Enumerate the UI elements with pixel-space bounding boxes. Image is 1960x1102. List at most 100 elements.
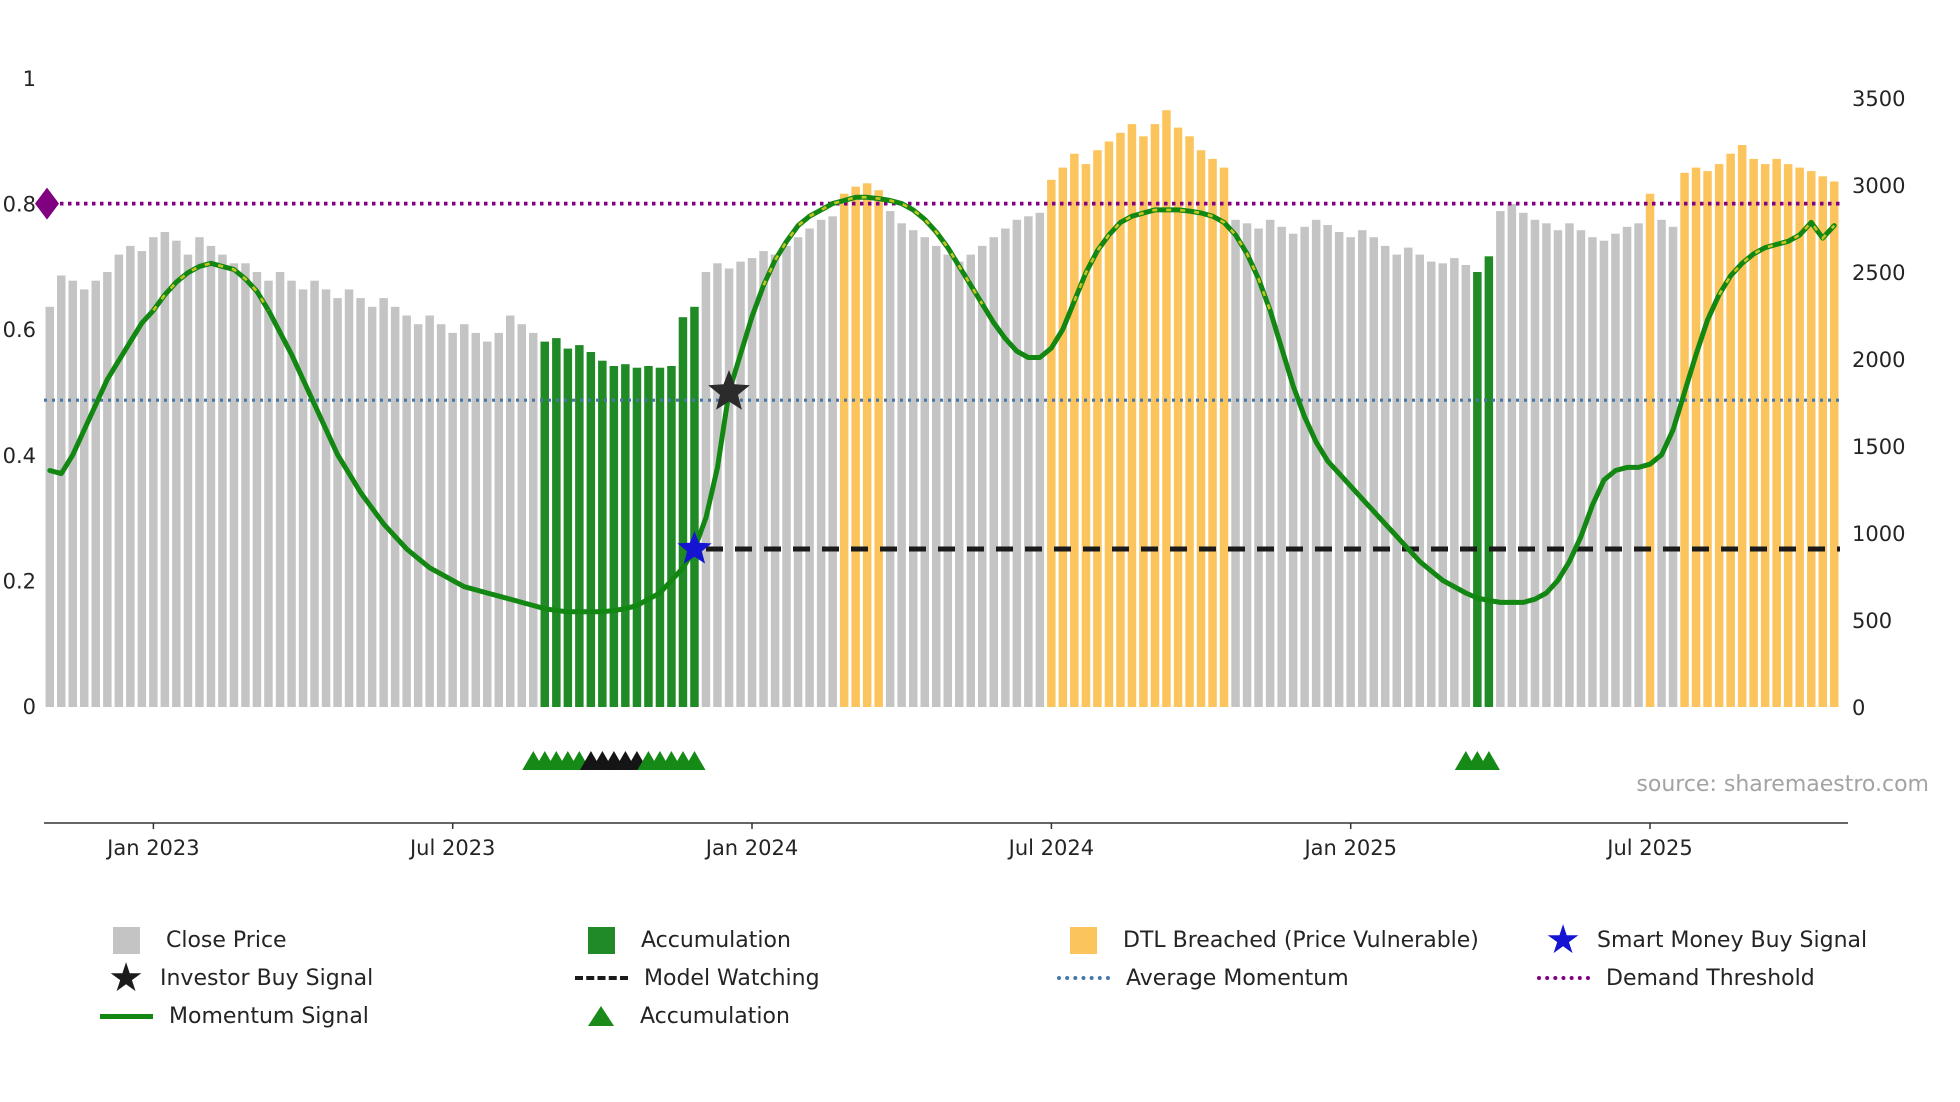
close-price-bar [1668, 226, 1678, 708]
close-price-bar [701, 272, 711, 707]
close-price-bar [943, 254, 952, 707]
legend-label: DTL Breached (Price Vulnerable) [1123, 927, 1479, 953]
x-axis-label: Jan 2025 [1302, 836, 1397, 860]
accumulation-bar [609, 366, 619, 707]
close-price-bar [379, 298, 388, 707]
right-axis-label: 500 [1852, 609, 1892, 633]
right-axis-label: 1500 [1852, 435, 1905, 459]
legend-label: Momentum Signal [169, 1003, 369, 1029]
legend-spacer [1057, 997, 1537, 1035]
close-price-bar [241, 263, 250, 707]
close-price-bar [782, 245, 791, 707]
close-price-bar [310, 280, 319, 707]
dtl-breached-bar [839, 193, 849, 707]
close-price-bar [114, 254, 124, 707]
legend-item: Accumulation [575, 997, 1057, 1035]
right-axis-label: 3500 [1852, 87, 1905, 111]
legend-item: ★ Smart Money Buy Signal [1537, 920, 1960, 960]
close-price-bar [932, 245, 941, 707]
legend-label: Average Momentum [1126, 965, 1349, 991]
close-price-bar [1415, 254, 1424, 707]
accumulation-bar [632, 367, 642, 707]
accumulation-bar [667, 366, 676, 707]
legend-label: Accumulation [641, 927, 791, 953]
close-price-bar [460, 324, 469, 707]
close-price-bar [229, 263, 239, 707]
accumulation-bar [655, 367, 665, 707]
legend-label: Close Price [166, 927, 287, 953]
close-price-bar [920, 237, 929, 707]
dtl-breached-bar [1795, 167, 1804, 708]
right-axis-label: 0 [1852, 696, 1865, 720]
close-price-bar [1254, 228, 1263, 707]
dtl-breached-bar [1772, 158, 1781, 707]
accumulation-bar [540, 341, 549, 707]
solid-line-key-icon [100, 1013, 153, 1019]
close-price-bar [747, 258, 757, 707]
square-key-icon [588, 926, 615, 954]
close-price-bar [91, 280, 100, 707]
close-price-bar [506, 315, 515, 707]
star-key-icon: ★ [108, 955, 144, 1001]
dtl-breached-bar [1714, 164, 1724, 708]
close-price-bar [195, 237, 204, 707]
dtl-breached-bar [851, 186, 860, 707]
accumulation-bar [621, 364, 630, 707]
close-price-bar [989, 237, 998, 707]
accumulation-bar [575, 345, 584, 707]
close-price-bar [321, 289, 331, 707]
close-price-bar [483, 341, 492, 707]
dtl-breached-bar [1196, 150, 1206, 707]
dtl-breached-bar [1162, 110, 1171, 707]
close-price-bar [909, 230, 918, 707]
close-price-bar [1519, 212, 1528, 708]
close-price-bar [793, 237, 803, 707]
x-axis-label: Jan 2024 [704, 836, 799, 860]
close-price-bar [724, 268, 734, 707]
accumulation-bar [1484, 256, 1494, 707]
close-price-bar [770, 254, 780, 707]
close-price-bar [344, 289, 354, 707]
close-price-bar [1381, 245, 1390, 707]
triangle-key-icon [588, 1006, 614, 1026]
close-price-bar [471, 332, 480, 707]
momentum-highlight-dashes [152, 261, 270, 312]
close-price-bar [126, 245, 135, 707]
close-price-bar [713, 263, 722, 707]
right-axis-label: 2500 [1852, 261, 1905, 285]
right-axis-label: 1000 [1852, 522, 1905, 546]
dtl-breached-bar [1703, 171, 1712, 708]
legend-item: Close Price [100, 921, 575, 959]
close-price-bar [1392, 254, 1401, 707]
dtl-breached-bar [1783, 164, 1793, 708]
left-axis-label: 0.2 [3, 569, 36, 593]
legend-label: Smart Money Buy Signal [1597, 927, 1868, 953]
close-price-bar [529, 332, 538, 707]
close-price-bar [57, 275, 66, 707]
left-axis-label: 0.8 [3, 193, 36, 217]
dtl-breached-bar [1081, 164, 1091, 708]
momentum-highlight-dashes [1073, 208, 1272, 311]
close-price-bar [1277, 226, 1286, 708]
source-credit: source: sharemaestro.com [1636, 772, 1929, 797]
close-price-bar [1507, 204, 1517, 707]
close-price-bar [897, 223, 906, 708]
close-price-bar [1450, 258, 1459, 707]
accumulation-bar [586, 352, 596, 707]
accumulation-triangle [1477, 751, 1500, 770]
dtl-breached-bar [1760, 164, 1770, 708]
legend-row: Close Price Accumulation DTL Breached (Pri… [100, 920, 1960, 960]
dtl-breached-bar [1219, 167, 1229, 708]
right-axis-label: 2000 [1852, 348, 1905, 372]
dtl-breached-bar [1818, 176, 1827, 708]
close-price-bar [252, 272, 262, 707]
x-axis-label: Jul 2024 [1007, 836, 1094, 860]
accumulation-bar [598, 360, 607, 707]
close-price-bar [172, 240, 181, 707]
close-price-bar [1427, 261, 1436, 707]
close-price-bar [390, 306, 400, 707]
dtl-breached-bar [1737, 145, 1747, 707]
accumulation-bar [644, 366, 653, 707]
legend-row: Momentum Signal Accumulation [100, 997, 1960, 1035]
accumulation-bar [690, 306, 699, 707]
